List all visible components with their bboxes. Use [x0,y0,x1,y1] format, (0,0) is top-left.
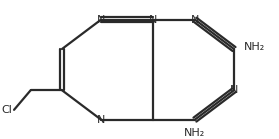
Text: N: N [97,115,105,125]
Text: Cl: Cl [1,105,12,115]
Text: N: N [149,15,157,25]
Text: N: N [97,15,105,25]
Text: N: N [230,85,238,95]
Text: NH₂: NH₂ [244,42,265,52]
Text: NH₂: NH₂ [184,128,206,138]
Text: N: N [191,15,199,25]
